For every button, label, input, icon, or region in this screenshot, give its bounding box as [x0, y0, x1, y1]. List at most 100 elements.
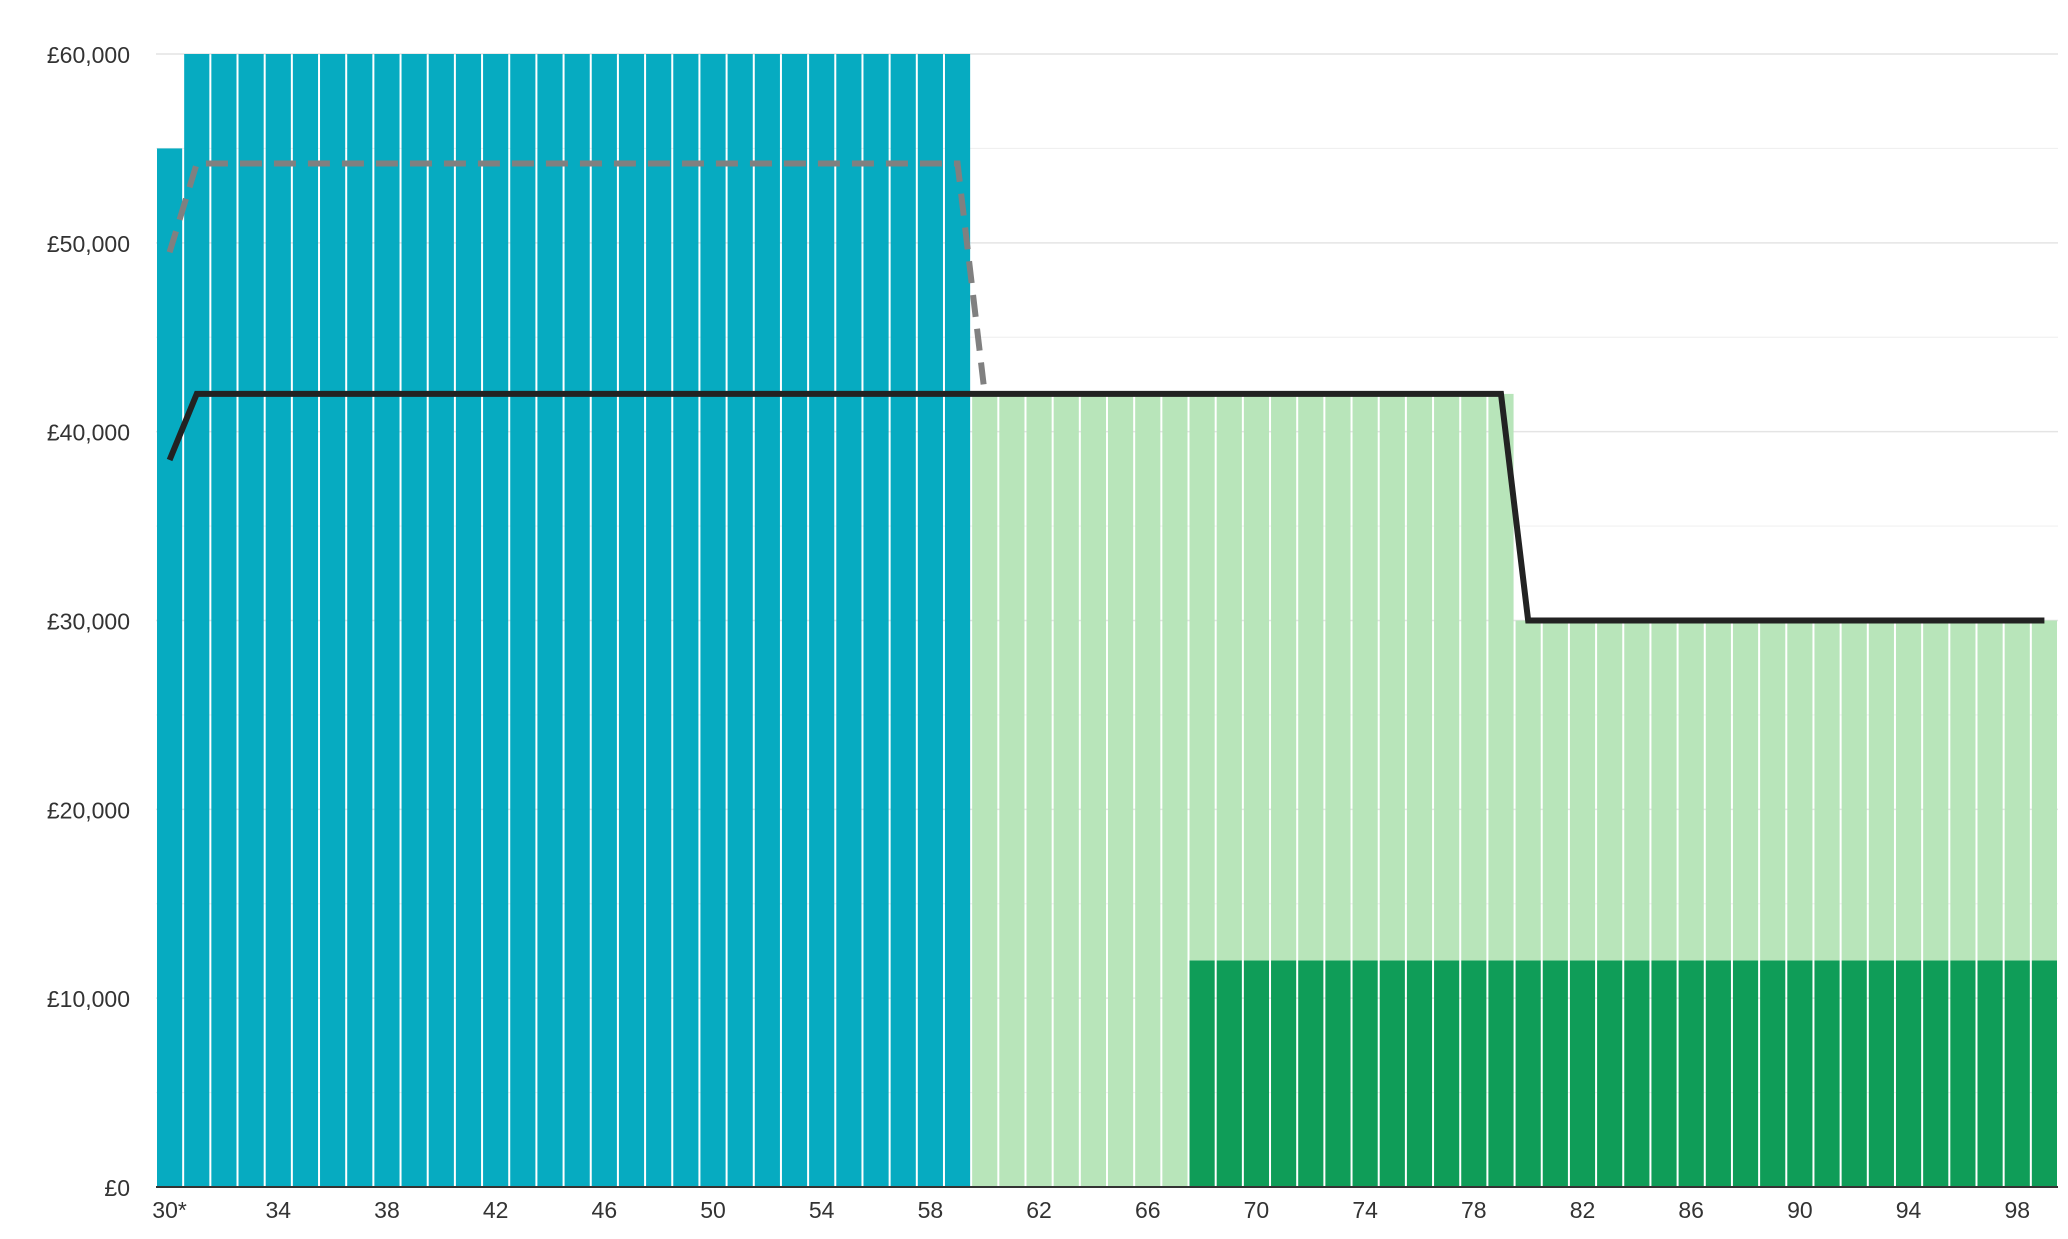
bar-pension-income: [1760, 620, 1786, 961]
bar-pension-income: [2004, 620, 2030, 961]
bar-salary: [347, 54, 373, 1187]
bar-salary: [781, 54, 808, 1187]
bar-pension-income: [1271, 393, 1297, 961]
bar-state-pension: [1216, 960, 1242, 1187]
x-tick-label: 94: [1896, 1197, 1922, 1223]
bar-salary: [754, 54, 780, 1187]
bar-state-pension: [1705, 960, 1731, 1187]
bar-salary: [374, 54, 400, 1187]
bar-salary: [157, 148, 183, 1188]
bar-pension-income: [1135, 393, 1161, 1187]
x-tick-label: 86: [1678, 1197, 1704, 1223]
bar-state-pension: [1760, 960, 1786, 1187]
bar-state-pension: [1488, 960, 1514, 1187]
bar-state-pension: [1732, 960, 1759, 1187]
line-target: [166, 160, 988, 395]
bar-state-pension: [1325, 960, 1351, 1187]
bar-state-pension: [1597, 960, 1623, 1187]
bar-pension-income: [1624, 620, 1650, 961]
y-tick-label: £30,000: [47, 609, 130, 635]
bar-salary: [564, 54, 590, 1187]
x-tick-label: 50: [700, 1197, 726, 1223]
bar-pension-income: [1950, 620, 1976, 961]
bar-pension-income: [1189, 393, 1215, 961]
bar-salary: [537, 54, 563, 1187]
x-tick-label: 46: [592, 1197, 618, 1223]
bar-salary: [238, 54, 264, 1187]
bar-pension-income: [1895, 620, 1922, 961]
bar-pension-income: [1108, 393, 1134, 1187]
bar-salary: [292, 54, 319, 1187]
bar-pension-income: [1379, 393, 1405, 961]
x-tick-label: 82: [1570, 1197, 1596, 1223]
bar-pension-income: [1651, 620, 1677, 961]
bar-state-pension: [1298, 960, 1324, 1187]
bar-pension-income: [999, 393, 1025, 1187]
x-tick-label: 34: [265, 1197, 291, 1223]
bar-state-pension: [1923, 960, 1949, 1187]
bar-salary: [455, 54, 482, 1187]
bar-pension-income: [1569, 620, 1596, 961]
bar-pension-income: [1923, 620, 1949, 961]
bars: [157, 54, 2057, 1188]
bar-salary: [184, 54, 210, 1187]
bar-pension-income: [1977, 620, 2003, 961]
bar-salary: [727, 54, 753, 1187]
bar-pension-income: [1352, 393, 1378, 961]
bar-salary: [483, 54, 509, 1187]
bar-salary: [673, 54, 699, 1187]
bar-state-pension: [1678, 960, 1704, 1187]
bar-state-pension: [2004, 960, 2030, 1187]
x-tick-label: 54: [809, 1197, 835, 1223]
y-tick-label: £0: [104, 1175, 130, 1201]
bar-state-pension: [1379, 960, 1405, 1187]
bar-state-pension: [1515, 960, 1541, 1187]
bar-state-pension: [1569, 960, 1596, 1187]
bar-pension-income: [1325, 393, 1351, 961]
bar-state-pension: [1814, 960, 1840, 1187]
bar-pension-income: [1434, 393, 1460, 961]
bar-state-pension: [1271, 960, 1297, 1187]
bar-pension-income: [1026, 393, 1052, 1187]
bar-pension-income: [1542, 620, 1568, 961]
bar-state-pension: [1895, 960, 1922, 1187]
bar-salary: [809, 54, 835, 1187]
axes: £0 £10,000 £20,000 £30,000 £40,000 £50,000 £60…: [47, 42, 2058, 1223]
bar-pension-income: [1787, 620, 1813, 961]
bar-state-pension: [1841, 960, 1867, 1187]
bar-pension-income: [1515, 620, 1541, 961]
bar-salary: [265, 54, 291, 1187]
bar-state-pension: [1624, 960, 1650, 1187]
y-tick-label: £50,000: [47, 231, 130, 257]
bar-pension-income: [1080, 393, 1106, 1187]
bar-state-pension: [1977, 960, 2003, 1187]
y-tick-label: £60,000: [47, 42, 130, 68]
x-tick-label: 90: [1787, 1197, 1813, 1223]
bar-state-pension: [1868, 960, 1894, 1187]
bar-pension-income: [1868, 620, 1894, 961]
x-tick-label: 62: [1026, 1197, 1052, 1223]
bar-pension-income: [1053, 393, 1079, 1187]
lines: [166, 160, 2045, 624]
bar-pension-income: [1461, 393, 1487, 961]
x-tick-label: 70: [1244, 1197, 1270, 1223]
bar-salary: [836, 54, 862, 1187]
bar-pension-income: [1298, 393, 1324, 961]
bar-pension-income: [1162, 393, 1188, 1187]
bar-state-pension: [1950, 960, 1976, 1187]
bar-salary: [618, 54, 645, 1187]
x-tick-label: 74: [1352, 1197, 1378, 1223]
bar-salary: [917, 54, 943, 1187]
bar-salary: [890, 54, 916, 1187]
line-net-income: [166, 390, 2045, 624]
x-tick-label: 38: [374, 1197, 400, 1223]
bar-salary: [510, 54, 536, 1187]
bar-state-pension: [1651, 960, 1677, 1187]
y-tick-label: £10,000: [47, 986, 130, 1012]
bar-pension-income: [1814, 620, 1840, 961]
x-tick-label: 98: [2004, 1197, 2030, 1223]
bar-state-pension: [2031, 960, 2057, 1187]
bar-salary: [646, 54, 672, 1187]
